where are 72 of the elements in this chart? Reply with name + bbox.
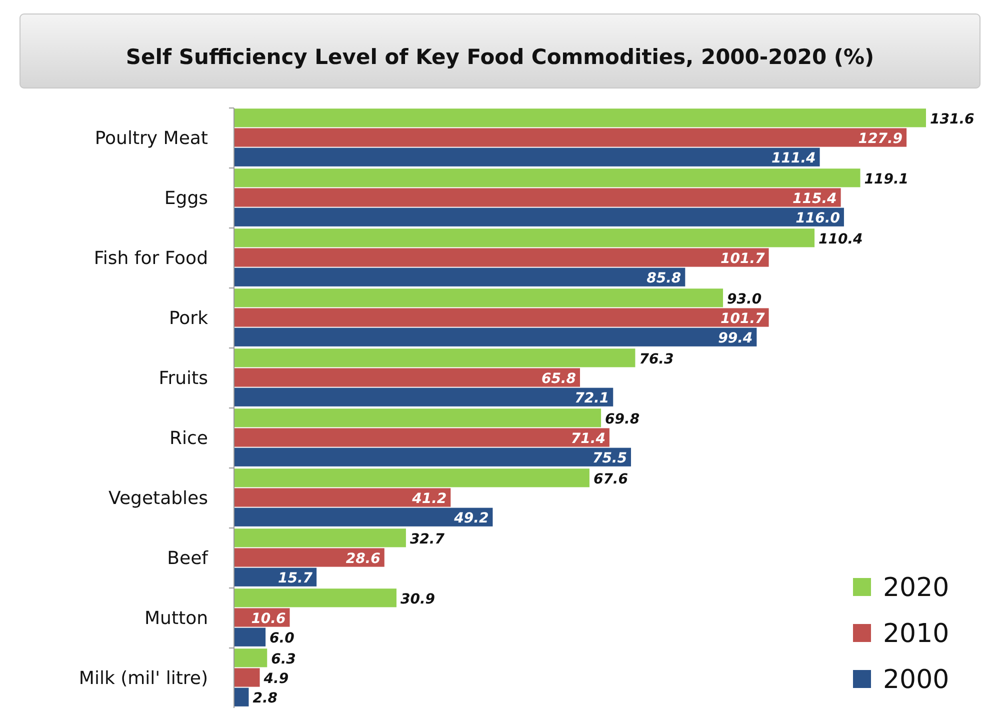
data-label: 75.5 bbox=[592, 450, 628, 467]
y-tick-label: Mutton bbox=[144, 608, 208, 629]
bar bbox=[234, 348, 636, 368]
data-label: 85.8 bbox=[646, 270, 682, 287]
data-label: 119.1 bbox=[864, 171, 909, 188]
y-tick-label: Poultry Meat bbox=[94, 128, 208, 149]
y-tick-label: Fruits bbox=[158, 368, 208, 389]
data-label: 71.4 bbox=[570, 431, 606, 447]
legend-label: 2010 bbox=[883, 619, 950, 649]
bar bbox=[234, 508, 493, 526]
data-label: 101.7 bbox=[720, 311, 766, 327]
bar bbox=[234, 468, 590, 488]
bar bbox=[234, 228, 815, 248]
data-label: 131.6 bbox=[930, 111, 975, 128]
bar bbox=[234, 648, 268, 668]
data-label: 72.1 bbox=[574, 390, 610, 407]
data-label: 49.2 bbox=[453, 510, 489, 527]
bar bbox=[234, 488, 451, 507]
y-tick-label: Milk (mil' litre) bbox=[78, 668, 208, 689]
bar bbox=[234, 188, 841, 207]
y-tick-label: Vegetables bbox=[108, 488, 208, 509]
data-label: 67.6 bbox=[593, 471, 628, 488]
bar bbox=[234, 268, 686, 286]
data-label: 2.8 bbox=[252, 690, 278, 707]
legend-label: 2000 bbox=[883, 665, 950, 695]
data-label: 28.6 bbox=[346, 551, 381, 567]
data-label: 6.0 bbox=[270, 630, 295, 647]
data-label: 69.8 bbox=[605, 411, 640, 428]
bar bbox=[234, 108, 926, 128]
bar bbox=[234, 528, 406, 548]
data-label: 116.0 bbox=[796, 210, 840, 227]
data-label: 115.4 bbox=[792, 191, 837, 207]
data-label: 127.9 bbox=[858, 131, 903, 147]
bar bbox=[234, 148, 820, 166]
data-label: 15.7 bbox=[278, 570, 313, 587]
data-label: 65.8 bbox=[541, 371, 576, 387]
bar bbox=[234, 428, 610, 447]
y-tick-label: Pork bbox=[168, 308, 209, 329]
legend-label: 2020 bbox=[883, 573, 950, 603]
data-label: 10.6 bbox=[251, 611, 286, 627]
bar bbox=[234, 588, 396, 608]
y-tick-label: Beef bbox=[167, 548, 209, 569]
bar bbox=[234, 448, 632, 466]
data-label: 99.4 bbox=[718, 330, 753, 347]
bar bbox=[234, 168, 860, 188]
bar bbox=[234, 668, 260, 687]
bar bbox=[234, 628, 266, 646]
data-label: 110.4 bbox=[818, 231, 863, 248]
chart-title: Self Sufficiency Level of Key Food Commodities, 2000-2020 (%) bbox=[126, 45, 874, 69]
bar bbox=[234, 688, 249, 706]
data-label: 32.7 bbox=[410, 531, 445, 548]
data-label: 111.4 bbox=[771, 150, 816, 167]
data-label: 6.3 bbox=[271, 651, 296, 668]
bar bbox=[234, 548, 384, 567]
data-label: 76.3 bbox=[639, 351, 674, 368]
y-tick-label: Rice bbox=[170, 428, 208, 449]
data-label: 101.7 bbox=[720, 251, 766, 267]
bar bbox=[234, 308, 769, 327]
data-label: 41.2 bbox=[411, 491, 447, 507]
bar bbox=[234, 388, 614, 406]
bar bbox=[234, 328, 757, 346]
bar bbox=[234, 128, 907, 147]
data-label: 93.0 bbox=[727, 291, 762, 308]
data-label: 30.9 bbox=[400, 591, 436, 608]
bar bbox=[234, 208, 844, 226]
data-label: 4.9 bbox=[262, 671, 289, 687]
bar bbox=[234, 368, 580, 387]
bar bbox=[234, 288, 724, 308]
bar bbox=[234, 408, 602, 428]
bar bbox=[234, 248, 769, 267]
y-tick-label: Eggs bbox=[164, 188, 208, 209]
y-tick-label: Fish for Food bbox=[94, 248, 208, 269]
